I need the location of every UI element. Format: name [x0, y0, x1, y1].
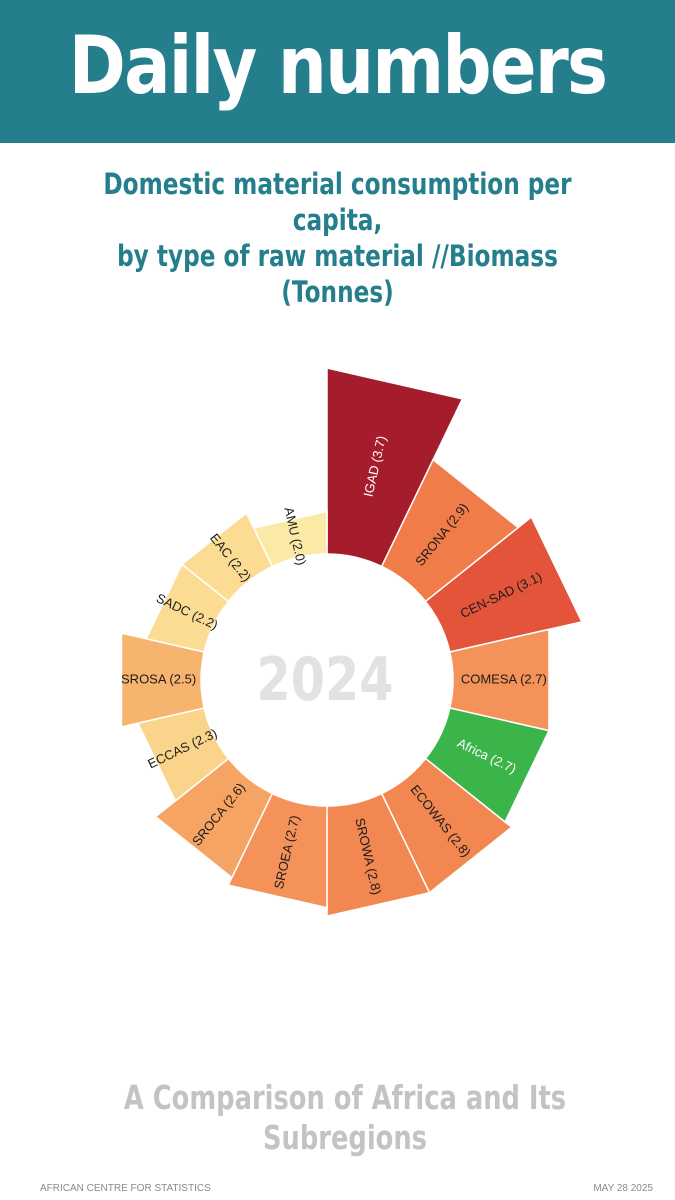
footer-date: MAY 28 2025	[593, 1183, 653, 1194]
chart-subtitle: Domestic material consumption per capita…	[68, 166, 608, 310]
label-comesa: COMESA (2.7)	[461, 671, 547, 686]
bottom-caption: A Comparison of Africa and Its Subregion…	[123, 1078, 567, 1157]
label-srosa: SROSA (2.5)	[121, 671, 196, 686]
center-year-label: 2024	[256, 645, 394, 715]
chart-bars	[120, 367, 583, 918]
subtitle-line-1: Domestic material consumption per capita…	[103, 167, 572, 237]
center-hole	[201, 554, 453, 806]
subtitle-line-2: by type of raw material //Biomass (Tonne…	[117, 239, 558, 309]
page-title: Daily numbers	[68, 19, 608, 112]
header-band	[0, 0, 675, 143]
footer-source: AFRICAN CENTRE FOR STATISTICS	[40, 1183, 211, 1194]
